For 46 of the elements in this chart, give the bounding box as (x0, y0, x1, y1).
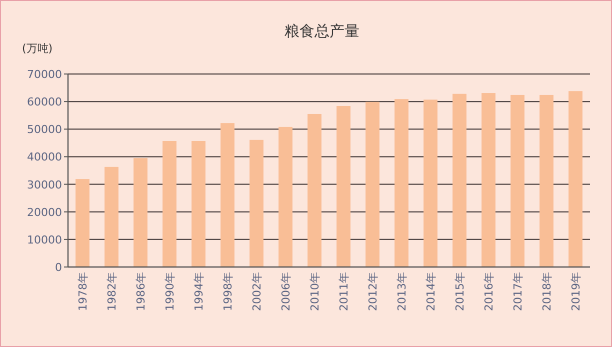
y-tick-label: 20000 (27, 206, 62, 219)
chart-title: 粮食总产量 (284, 22, 360, 40)
x-tick-label: 2011年 (338, 272, 350, 311)
x-tick-label: 1998年 (222, 272, 234, 311)
bar (366, 102, 380, 267)
x-tick-label: 2006年 (280, 272, 292, 311)
x-tick-label: 1982年 (106, 272, 118, 311)
x-tick-label: 1994年 (192, 272, 206, 311)
x-tick-label: 2010年 (308, 272, 322, 311)
x-tick-label: 1978年 (76, 272, 90, 311)
x-tick-label: 2015年 (454, 272, 466, 311)
bar (482, 93, 496, 267)
bar (510, 94, 524, 267)
x-tick-label: 1986年 (134, 272, 148, 311)
bar (104, 166, 118, 267)
y-tick-label: 30000 (27, 178, 62, 192)
bar (134, 158, 148, 267)
y-axis-title: (万吨) (22, 42, 53, 55)
y-tick-label: 70000 (27, 68, 62, 81)
bar (308, 114, 322, 267)
bar (192, 141, 206, 267)
bar (250, 140, 264, 267)
x-tick-label: 2016年 (482, 272, 496, 311)
bar (394, 99, 408, 267)
bar (220, 123, 234, 267)
y-tick-label: 0 (55, 261, 62, 274)
x-tick-label: 2017年 (512, 272, 524, 311)
bar (336, 106, 350, 267)
x-tick-label: 1990年 (164, 272, 176, 311)
bar (76, 179, 90, 267)
x-tick-label: 2014年 (424, 272, 438, 311)
bar (424, 100, 438, 267)
bar (568, 91, 582, 267)
bar (162, 141, 176, 267)
y-tick-label: 60000 (27, 96, 62, 109)
bar (452, 94, 466, 267)
x-tick-label: 2002年 (250, 272, 264, 311)
y-tick-label: 50000 (27, 123, 62, 136)
x-tick-label: 2013年 (396, 272, 408, 311)
x-tick-label: 2012年 (366, 272, 380, 311)
bar (540, 94, 554, 267)
y-tick-label: 40000 (27, 150, 62, 164)
y-tick-label: 10000 (27, 233, 62, 246)
bar (278, 126, 292, 267)
x-tick-label: 2019年 (570, 272, 582, 311)
x-tick-label: 2018年 (540, 272, 554, 311)
